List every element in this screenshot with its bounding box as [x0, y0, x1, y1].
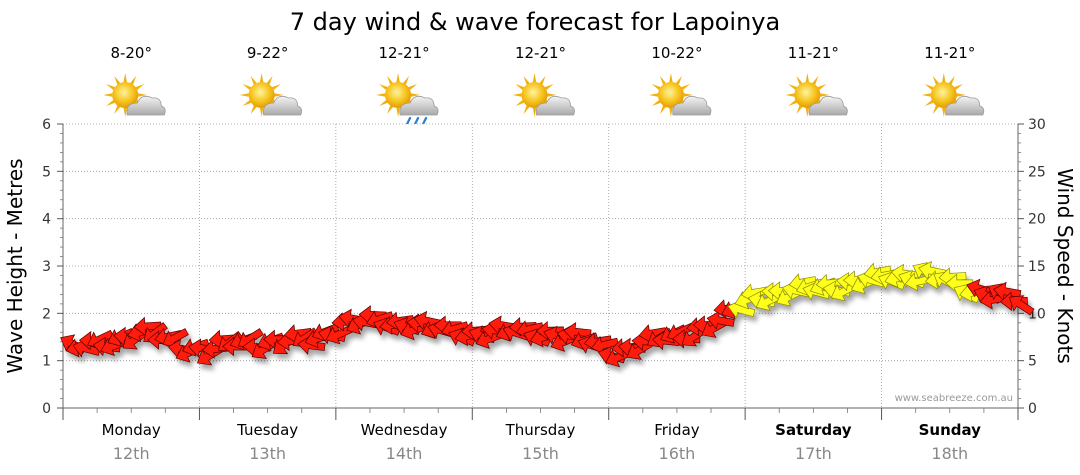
right-tick-label: 30	[1028, 117, 1046, 133]
right-tick-label: 25	[1028, 164, 1046, 180]
left-tick-label: 4	[42, 212, 51, 228]
showers-icon	[376, 73, 439, 126]
day-label: Sunday	[919, 421, 982, 439]
y-right-axis-label: Wind Speed - Knots	[1053, 168, 1077, 364]
day-label: Thursday	[505, 421, 576, 439]
date-label: 12th	[113, 444, 150, 463]
partly-cloudy-icon	[785, 73, 848, 117]
left-tick-label: 2	[42, 306, 51, 322]
temperature-range: 10-22°	[651, 44, 702, 62]
date-label: 18th	[931, 444, 968, 463]
partly-cloudy-icon	[512, 73, 575, 117]
left-tick-label: 6	[42, 117, 51, 133]
day-label: Monday	[102, 421, 161, 439]
partly-cloudy-icon	[103, 73, 166, 117]
partly-cloudy-icon	[921, 73, 985, 117]
right-tick-label: 15	[1028, 259, 1046, 275]
date-label: 16th	[659, 444, 696, 463]
right-tick-label: 0	[1028, 401, 1037, 417]
day-labels: Monday 12th Tuesday 13th Wednesday 14th Thursd…	[62, 408, 1019, 463]
left-tick-label: 5	[42, 164, 51, 180]
chart-title: 7 day wind & wave forecast for Lapoinya	[290, 8, 780, 36]
left-axis-ticks: 0 1 2 3 4 5 6	[42, 117, 63, 417]
left-tick-label: 0	[42, 401, 51, 417]
left-tick-label: 1	[42, 354, 51, 370]
watermark: www.seabreeze.com.au	[895, 393, 1013, 404]
grid-lines	[63, 123, 1018, 408]
date-label: 17th	[795, 444, 832, 463]
day-label: Tuesday	[236, 421, 298, 439]
day-label: Wednesday	[361, 421, 448, 439]
temperature-range: 8-20°	[110, 44, 152, 62]
date-label: 15th	[522, 444, 559, 463]
date-label: 14th	[386, 444, 423, 463]
partly-cloudy-icon	[648, 73, 712, 117]
y-left-axis-label: Wave Height - Metres	[3, 158, 27, 373]
temperature-range: 12-21°	[379, 44, 430, 62]
temperature-range: 9-22°	[247, 44, 289, 62]
left-tick-label: 3	[42, 259, 51, 275]
date-label: 13th	[249, 444, 286, 463]
right-tick-label: 5	[1028, 354, 1037, 370]
temperature-range: 11-21°	[924, 44, 975, 62]
partly-cloudy-icon	[239, 73, 303, 117]
temperature-range: 11-21°	[788, 44, 839, 62]
weather-row: 8-20° 9-22° 12-21° 12-21° 10-22° 11-21° 11-21°	[103, 44, 985, 126]
day-label: Friday	[654, 421, 700, 439]
temperature-range: 12-21°	[515, 44, 566, 62]
right-tick-label: 20	[1028, 212, 1046, 228]
day-label: Saturday	[775, 421, 852, 439]
